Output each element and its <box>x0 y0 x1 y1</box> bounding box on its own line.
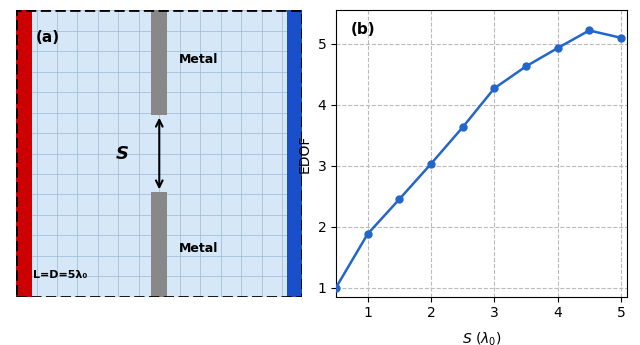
Bar <box>152 192 167 297</box>
Bar <box>287 10 303 297</box>
Text: Metal: Metal <box>179 52 218 66</box>
Text: S: S <box>116 145 129 162</box>
Text: Metal: Metal <box>179 241 218 255</box>
Bar <box>16 10 32 297</box>
Text: $S\ (\lambda_0)$: $S\ (\lambda_0)$ <box>461 331 502 345</box>
Text: L=D=5λ₀: L=D=5λ₀ <box>33 269 88 279</box>
Bar <box>152 10 167 115</box>
Y-axis label: EDOF: EDOF <box>298 134 312 173</box>
Text: (b): (b) <box>351 22 375 37</box>
Text: (a): (a) <box>36 30 60 46</box>
